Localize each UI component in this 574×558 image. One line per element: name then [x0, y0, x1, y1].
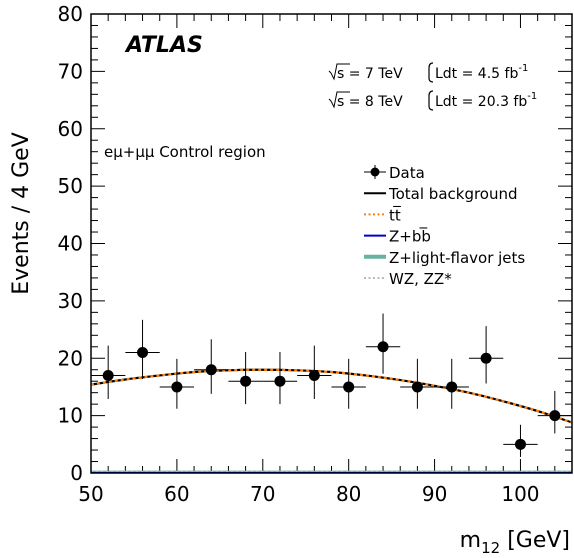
data-marker — [205, 364, 217, 376]
x-tick-label: 100 — [501, 482, 539, 506]
data-point — [194, 339, 229, 394]
legend-entry: WZ, ZZ* — [364, 270, 452, 288]
legend-entry: Data — [364, 164, 425, 182]
data-marker — [549, 410, 561, 422]
legend-entry: Total background — [364, 185, 518, 203]
data-point — [262, 351, 298, 405]
experiment-label: ATLAS — [124, 33, 203, 58]
data-point — [537, 390, 572, 434]
y-tick-label: 70 — [58, 59, 83, 83]
lumi-line-1: s = 7 TeV Ldt = 4.5 fb-1 — [328, 62, 528, 83]
data-marker — [411, 381, 423, 393]
integral-icon — [428, 62, 434, 83]
lumi-value-1-text: Ldt = 4.5 fb — [435, 66, 518, 82]
x-tick-label: 50 — [78, 482, 103, 506]
y-tick-label: 50 — [58, 174, 83, 198]
data-marker — [377, 341, 389, 353]
y-axis-label: Events / 4 GeV — [9, 132, 34, 295]
lumi-value-1: Ldt = 4.5 fb-1 — [435, 63, 528, 82]
lumi-value-2: Ldt = 20.3 fb-1 — [435, 91, 537, 110]
data-point — [125, 319, 160, 379]
data-point — [503, 424, 538, 457]
sqrt-icon — [328, 63, 350, 81]
data-marker — [446, 381, 458, 393]
integral-icon — [428, 90, 434, 111]
y-tick-label: 20 — [58, 346, 83, 370]
lumi-value-2-text: Ldt = 20.3 fb — [435, 94, 527, 110]
legend-label: Z+bb̅ — [389, 227, 431, 246]
lumi-line-2: s = 8 TeV Ldt = 20.3 fb-1 — [328, 90, 537, 111]
x-axis-label-unit: [GeV] — [500, 528, 570, 553]
legend: Data Total background tt̅ Z+bb̅ Z+light-flav… — [364, 164, 525, 288]
data-point — [228, 351, 263, 405]
lumi-energy-2: s = 8 TeV — [337, 94, 403, 110]
legend-label: Total background — [388, 185, 518, 203]
x-tick-label: 90 — [422, 482, 447, 506]
legend-label: Z+light-flavor jets — [389, 249, 525, 267]
legend-entry: tt̅ — [364, 206, 402, 225]
data-marker — [137, 347, 149, 359]
lumi-energy-1: s = 7 TeV — [337, 66, 403, 82]
ttbar-curve — [91, 368, 572, 424]
data-marker — [274, 375, 286, 387]
data-marker — [171, 381, 183, 393]
data-marker — [343, 381, 355, 393]
data-point — [91, 345, 126, 399]
region-label: eμ+μμ Control region — [104, 143, 266, 161]
data-point — [365, 313, 401, 374]
y-tick-label: 60 — [58, 117, 83, 141]
tick-labels: 50 60 70 80 90 100 0 10 20 30 40 50 60 70 80 — [58, 2, 540, 506]
legend-label: Data — [389, 164, 425, 182]
data-point — [331, 358, 366, 409]
data-point — [434, 358, 469, 409]
y-tick-label: 10 — [58, 404, 83, 428]
y-tick-label: 30 — [58, 289, 83, 313]
x-tick-label: 60 — [164, 482, 189, 506]
data-marker — [240, 375, 252, 387]
lumi-value-2-exp: -1 — [527, 91, 537, 102]
data-marker — [308, 369, 320, 381]
legend-label: WZ, ZZ* — [389, 270, 452, 288]
data-point — [400, 358, 435, 409]
x-tick-label: 70 — [250, 482, 275, 506]
lumi-value-1-exp: -1 — [518, 63, 528, 74]
y-tick-label: 0 — [70, 461, 83, 485]
data-points — [91, 313, 572, 457]
x-axis-label: m12 [GeV] — [460, 528, 570, 557]
data-point — [468, 326, 504, 384]
sqrt-icon — [328, 91, 350, 109]
data-marker — [514, 438, 526, 450]
x-axis-label-sub: 12 — [481, 539, 500, 557]
x-axis-label-main: m — [460, 528, 481, 553]
legend-entry: Z+light-flavor jets — [364, 249, 525, 267]
plot-frame — [90, 13, 573, 474]
legend-entry: Z+bb̅ — [364, 227, 431, 246]
x-tick-label: 80 — [336, 482, 361, 506]
legend-label: tt̅ — [389, 206, 402, 225]
data-marker — [102, 369, 114, 381]
data-marker — [480, 352, 492, 364]
y-tick-label: 40 — [58, 232, 83, 256]
data-point — [159, 358, 195, 409]
data-point — [297, 345, 332, 399]
y-tick-label: 80 — [58, 2, 83, 26]
legend-swatch-marker — [370, 167, 380, 177]
